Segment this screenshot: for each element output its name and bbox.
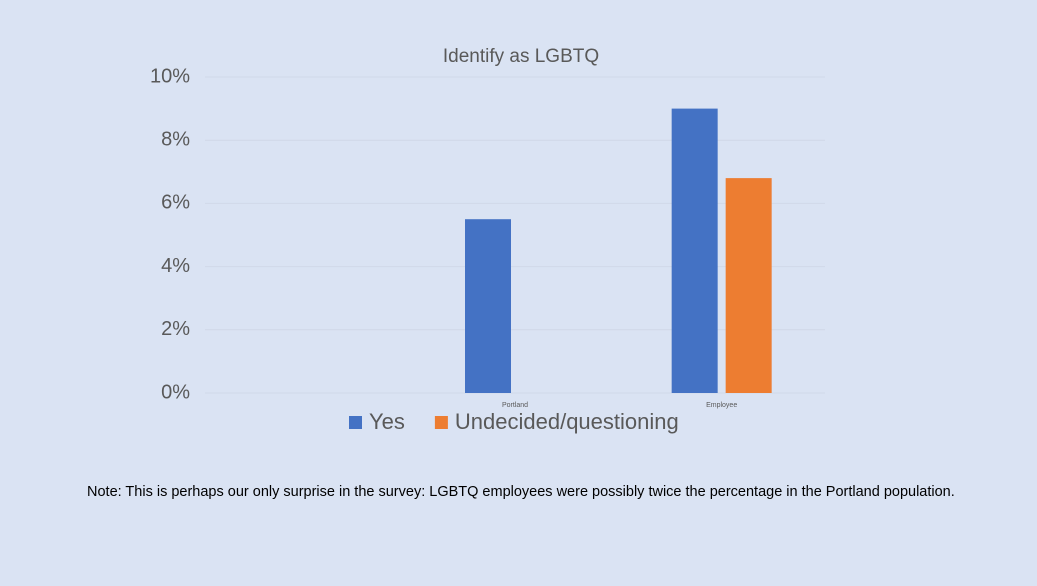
y-tick-label: 6%	[161, 192, 190, 214]
legend-swatch	[349, 416, 362, 429]
y-tick-label: 2%	[161, 318, 190, 340]
y-tick-label: 10%	[150, 65, 190, 87]
bar	[725, 178, 772, 393]
y-tick-label: 0%	[161, 381, 190, 403]
legend-label: Undecided/questioning	[455, 409, 679, 434]
bar	[465, 219, 511, 393]
chart: Identify as LGBTQ 0% 2% 4% 6% 8% 10% Portland E…	[150, 46, 825, 434]
legend-swatch	[434, 416, 448, 429]
bar	[671, 108, 718, 393]
y-tick-label: 4%	[161, 255, 190, 277]
note: Note: This is perhaps our only surprise …	[87, 484, 955, 500]
chart-title: Identify as LGBTQ	[443, 46, 599, 67]
x-tick-label: Employee	[706, 402, 737, 409]
y-tick-label: 8%	[161, 128, 190, 150]
x-tick-label: Portland	[502, 402, 528, 409]
legend-label: Yes	[369, 409, 405, 434]
